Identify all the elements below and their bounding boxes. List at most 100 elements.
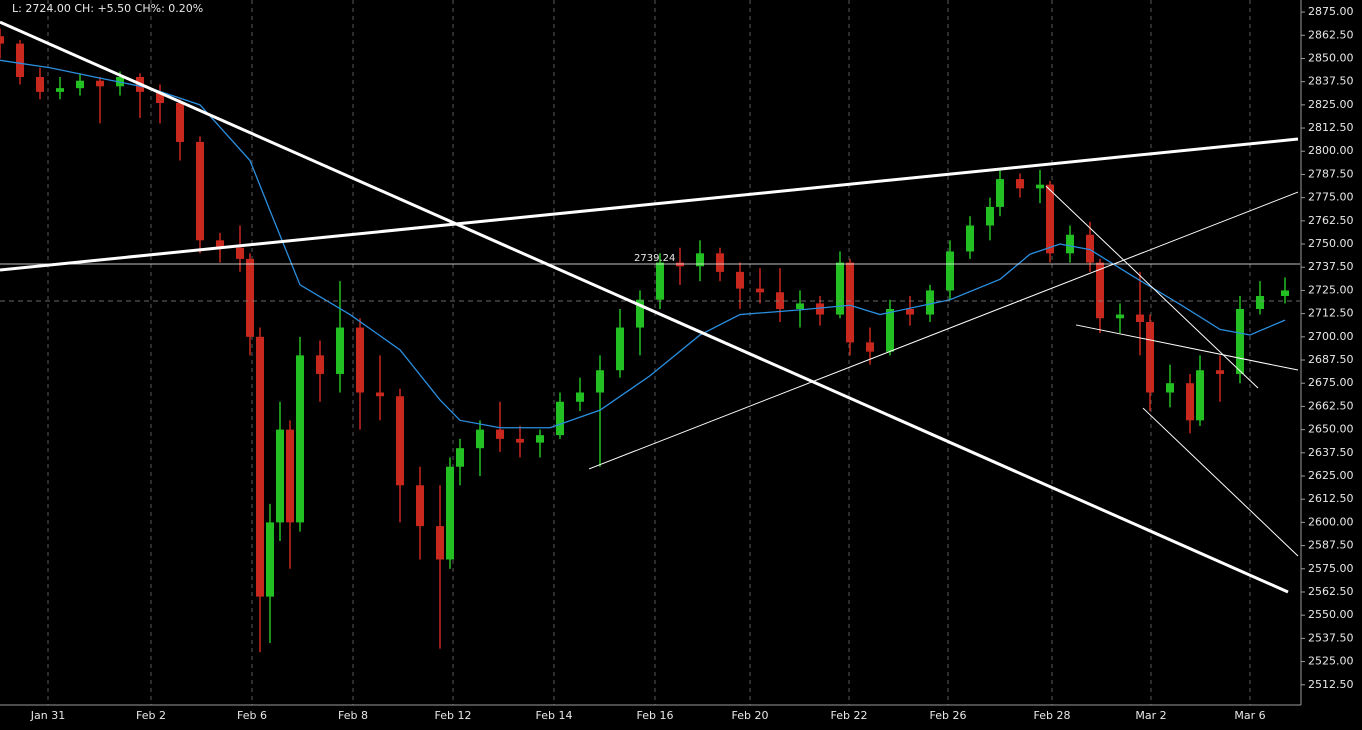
x-tick-label: Feb 12 <box>435 709 472 722</box>
trend-line <box>1142 407 1299 557</box>
y-tick-label: 2537.50 <box>1308 631 1354 644</box>
candle-body <box>906 308 914 315</box>
y-tick-label: 2762.50 <box>1308 214 1354 227</box>
trend-line <box>1075 324 1299 371</box>
candle-body <box>1186 383 1194 421</box>
candle-body <box>256 336 264 597</box>
y-tick-label: 2825.00 <box>1308 98 1354 111</box>
candle-body <box>0 36 4 44</box>
candle-body <box>96 80 104 87</box>
y-tick-label: 2550.00 <box>1308 608 1354 621</box>
candle-body <box>356 327 364 393</box>
candle-body <box>716 253 724 272</box>
trend-line <box>0 20 1289 594</box>
candle-body <box>446 466 454 560</box>
candle-body <box>886 308 894 352</box>
candle-body <box>536 435 544 443</box>
candle-body <box>436 526 444 560</box>
candle-body <box>1116 314 1124 319</box>
candle-body <box>1086 234 1094 263</box>
candle-body <box>1216 370 1224 374</box>
candle-body <box>846 262 854 343</box>
candle-body <box>266 522 274 597</box>
y-tick-label: 2775.00 <box>1308 191 1354 204</box>
candle-body <box>296 355 304 523</box>
y-tick-label: 2575.00 <box>1308 562 1354 575</box>
candle-body <box>196 141 204 241</box>
trend-line <box>588 191 1299 470</box>
candle-body <box>946 251 954 291</box>
y-tick-label: 2750.00 <box>1308 237 1354 250</box>
y-tick-label: 2587.50 <box>1308 539 1354 552</box>
y-tick-label: 2675.00 <box>1308 376 1354 389</box>
candle-body <box>696 253 704 267</box>
y-tick-label: 2875.00 <box>1308 5 1354 18</box>
candle-body <box>236 247 244 259</box>
candle-body <box>176 102 184 142</box>
candle-body <box>76 80 84 89</box>
candle-body <box>676 262 684 267</box>
candle-body <box>1096 262 1104 319</box>
plot-area: 2739.24 <box>0 20 1300 653</box>
x-tick-label: Jan 31 <box>30 709 65 722</box>
x-tick-label: Feb 26 <box>930 709 967 722</box>
candle-body <box>1256 295 1264 309</box>
y-tick-label: 2812.50 <box>1308 121 1354 134</box>
x-tick-label: Mar 6 <box>1234 709 1265 722</box>
candle-body <box>216 240 224 248</box>
y-tick-label: 2625.00 <box>1308 469 1354 482</box>
trend-line <box>0 137 1299 272</box>
candle-body <box>36 77 44 92</box>
candle-body <box>56 88 64 92</box>
candle-body <box>776 292 784 309</box>
y-tick-label: 2512.50 <box>1308 678 1354 691</box>
y-tick-label: 2737.50 <box>1308 260 1354 273</box>
candle-body <box>496 429 504 439</box>
x-tick-label: Feb 22 <box>831 709 868 722</box>
candle-body <box>376 392 384 397</box>
candle-body <box>396 396 404 486</box>
candle-body <box>1066 234 1074 254</box>
y-tick-label: 2562.50 <box>1308 585 1354 598</box>
candle-body <box>836 262 844 315</box>
x-tick-label: Feb 14 <box>536 709 573 722</box>
candle-body <box>926 290 934 315</box>
candle-body <box>1236 308 1244 374</box>
x-tick-label: Feb 28 <box>1034 709 1071 722</box>
candle-body <box>996 179 1004 207</box>
y-tick-label: 2862.50 <box>1308 28 1354 41</box>
y-tick-label: 2725.00 <box>1308 283 1354 296</box>
candle-body <box>576 392 584 402</box>
candle-body <box>656 262 664 300</box>
x-tick-label: Feb 8 <box>338 709 368 722</box>
y-tick-label: 2612.50 <box>1308 492 1354 505</box>
candle-body <box>276 429 284 523</box>
header-info: L: 2724.00 CH: +5.50 CH%: 0.20% <box>12 2 203 15</box>
candle-body <box>736 271 744 289</box>
y-tick-label: 2637.50 <box>1308 446 1354 459</box>
candle-body <box>1136 314 1144 322</box>
candle-body <box>416 485 424 527</box>
price-line-label: 2739.24 <box>634 253 675 264</box>
candle-body <box>156 91 164 103</box>
y-tick-label: 2837.50 <box>1308 75 1354 88</box>
candle-body <box>866 342 874 352</box>
candle-body <box>1281 290 1289 296</box>
y-tick-label: 2600.00 <box>1308 515 1354 528</box>
candle-body <box>796 303 804 309</box>
y-tick-label: 2525.00 <box>1308 655 1354 668</box>
candle-body <box>246 258 254 337</box>
candle-body <box>1036 184 1044 189</box>
x-tick-label: Feb 16 <box>637 709 674 722</box>
candle-body <box>816 303 824 315</box>
y-tick-label: 2650.00 <box>1308 423 1354 436</box>
candle-body <box>1016 179 1024 189</box>
y-tick-label: 2712.50 <box>1308 307 1354 320</box>
x-tick-label: Mar 2 <box>1135 709 1166 722</box>
candle-body <box>336 327 344 374</box>
y-tick-label: 2850.00 <box>1308 51 1354 64</box>
y-tick-label: 2800.00 <box>1308 144 1354 157</box>
y-tick-label: 2787.50 <box>1308 167 1354 180</box>
